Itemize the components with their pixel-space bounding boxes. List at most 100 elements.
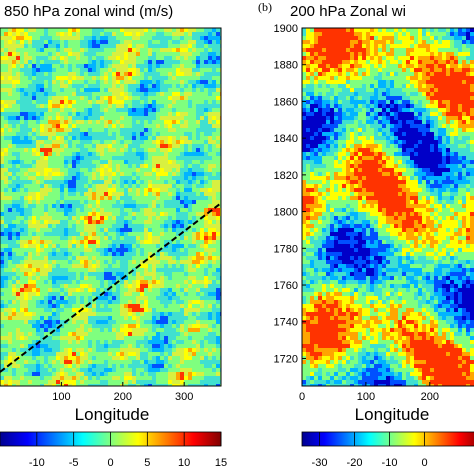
heatmap-cell bbox=[216, 116, 220, 120]
heatmap-cell bbox=[44, 364, 48, 368]
heatmap-cell bbox=[16, 196, 20, 200]
heatmap-cell bbox=[136, 40, 140, 44]
heatmap-cell bbox=[64, 204, 68, 208]
heatmap-cell bbox=[68, 44, 72, 48]
heatmap-cell bbox=[168, 32, 172, 36]
heatmap-cell bbox=[204, 360, 208, 364]
heatmap-cell bbox=[112, 300, 116, 304]
heatmap-cell bbox=[76, 172, 80, 176]
heatmap-cell bbox=[96, 216, 100, 220]
heatmap-cell bbox=[176, 320, 180, 324]
heatmap-cell bbox=[92, 76, 96, 80]
heatmap-cell bbox=[152, 172, 156, 176]
heatmap-cell bbox=[60, 372, 64, 376]
heatmap-cell bbox=[200, 64, 204, 68]
heatmap-cell bbox=[44, 376, 48, 380]
heatmap-cell bbox=[208, 368, 212, 372]
heatmap-cell bbox=[148, 344, 152, 348]
heatmap-cell bbox=[212, 92, 216, 96]
heatmap-cell bbox=[208, 60, 212, 64]
heatmap-cell bbox=[52, 376, 56, 380]
heatmap-cell bbox=[60, 320, 64, 324]
heatmap-cell bbox=[80, 92, 84, 96]
heatmap-cell bbox=[36, 172, 40, 176]
heatmap-cell bbox=[72, 120, 76, 124]
heatmap-cell bbox=[36, 28, 40, 32]
heatmap-cell bbox=[116, 172, 120, 176]
heatmap-cell bbox=[112, 376, 116, 380]
heatmap-cell bbox=[48, 40, 52, 44]
heatmap-cell bbox=[48, 380, 52, 384]
heatmap-cell bbox=[152, 220, 156, 224]
heatmap-cell bbox=[196, 344, 200, 348]
heatmap-cell bbox=[212, 88, 216, 92]
heatmap-cell bbox=[184, 156, 188, 160]
heatmap-cell bbox=[68, 304, 72, 308]
heatmap-cell bbox=[104, 208, 108, 212]
heatmap-cell bbox=[100, 252, 104, 256]
heatmap-cell bbox=[68, 32, 72, 36]
heatmap-cell bbox=[212, 344, 216, 348]
heatmap-cell bbox=[84, 376, 88, 380]
heatmap-cell bbox=[76, 268, 80, 272]
heatmap-cell bbox=[44, 280, 48, 284]
heatmap-cell bbox=[156, 296, 160, 300]
heatmap-cell bbox=[196, 196, 200, 200]
heatmap-cell bbox=[196, 364, 200, 368]
heatmap-cell bbox=[68, 40, 72, 44]
heatmap-cell bbox=[24, 204, 28, 208]
heatmap-cell bbox=[124, 316, 128, 320]
heatmap-cell bbox=[92, 140, 96, 144]
heatmap-cell bbox=[136, 332, 140, 336]
heatmap-cell bbox=[164, 364, 168, 368]
heatmap-cell bbox=[80, 120, 84, 124]
heatmap-cell bbox=[176, 368, 180, 372]
heatmap-cell bbox=[68, 280, 72, 284]
heatmap-cell bbox=[0, 224, 4, 228]
heatmap-cell bbox=[212, 96, 216, 100]
heatmap-cell bbox=[32, 48, 36, 52]
heatmap-cell bbox=[172, 204, 176, 208]
heatmap-cell bbox=[88, 344, 92, 348]
heatmap-cell bbox=[164, 292, 168, 296]
heatmap-cell bbox=[108, 108, 112, 112]
heatmap-cell bbox=[36, 124, 40, 128]
heatmap-cell bbox=[16, 112, 20, 116]
heatmap-cell bbox=[136, 136, 140, 140]
heatmap-cell bbox=[76, 96, 80, 100]
heatmap-cell bbox=[128, 128, 132, 132]
heatmap-cell bbox=[60, 128, 64, 132]
heatmap-cell bbox=[208, 40, 212, 44]
heatmap-cell bbox=[168, 60, 172, 64]
heatmap-cell bbox=[24, 80, 28, 84]
heatmap-cell bbox=[32, 360, 36, 364]
heatmap-cell bbox=[168, 320, 172, 324]
heatmap-cell bbox=[0, 312, 4, 316]
heatmap-cell bbox=[128, 148, 132, 152]
heatmap-cell bbox=[172, 348, 176, 352]
heatmap-cell bbox=[16, 380, 20, 384]
heatmap-cell bbox=[52, 260, 56, 264]
heatmap-cell bbox=[76, 188, 80, 192]
heatmap-cell bbox=[80, 304, 84, 308]
heatmap-cell bbox=[8, 268, 12, 272]
heatmap-cell bbox=[48, 124, 52, 128]
heatmap-cell bbox=[36, 212, 40, 216]
heatmap-cell bbox=[100, 256, 104, 260]
heatmap-cell bbox=[216, 72, 220, 76]
heatmap-cell bbox=[4, 124, 8, 128]
heatmap-cell bbox=[124, 156, 128, 160]
heatmap-cell bbox=[200, 368, 204, 372]
heatmap-cell bbox=[24, 208, 28, 212]
heatmap-cell bbox=[108, 116, 112, 120]
heatmap-cell bbox=[76, 368, 80, 372]
heatmap-cell bbox=[80, 56, 84, 60]
heatmap-cell bbox=[36, 292, 40, 296]
heatmap-cell bbox=[24, 348, 28, 352]
heatmap-cell bbox=[156, 188, 160, 192]
heatmap-cell bbox=[8, 288, 12, 292]
heatmap-cell bbox=[148, 336, 152, 340]
heatmap-cell bbox=[100, 112, 104, 116]
heatmap-cell bbox=[212, 368, 216, 372]
